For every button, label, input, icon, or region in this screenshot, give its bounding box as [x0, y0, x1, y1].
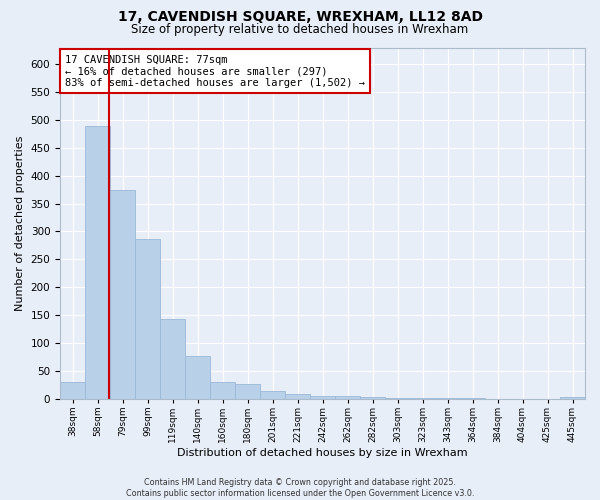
Text: Size of property relative to detached houses in Wrexham: Size of property relative to detached ho… [131, 22, 469, 36]
X-axis label: Distribution of detached houses by size in Wrexham: Distribution of detached houses by size … [177, 448, 468, 458]
Bar [560, 397, 585, 398]
Bar [160, 319, 185, 398]
Bar [360, 397, 385, 398]
Bar [135, 238, 160, 398]
Text: 17, CAVENDISH SQUARE, WREXHAM, LL12 8AD: 17, CAVENDISH SQUARE, WREXHAM, LL12 8AD [118, 10, 482, 24]
Bar [260, 391, 285, 398]
Bar [185, 356, 210, 399]
Bar [210, 382, 235, 398]
Y-axis label: Number of detached properties: Number of detached properties [15, 136, 25, 310]
Text: Contains HM Land Registry data © Crown copyright and database right 2025.
Contai: Contains HM Land Registry data © Crown c… [126, 478, 474, 498]
Text: 17 CAVENDISH SQUARE: 77sqm
← 16% of detached houses are smaller (297)
83% of sem: 17 CAVENDISH SQUARE: 77sqm ← 16% of deta… [65, 54, 365, 88]
Bar [85, 126, 110, 398]
Bar [310, 396, 335, 398]
Bar [285, 394, 310, 398]
Bar [335, 396, 360, 398]
Bar [235, 384, 260, 398]
Bar [110, 190, 135, 398]
Bar [60, 382, 85, 398]
